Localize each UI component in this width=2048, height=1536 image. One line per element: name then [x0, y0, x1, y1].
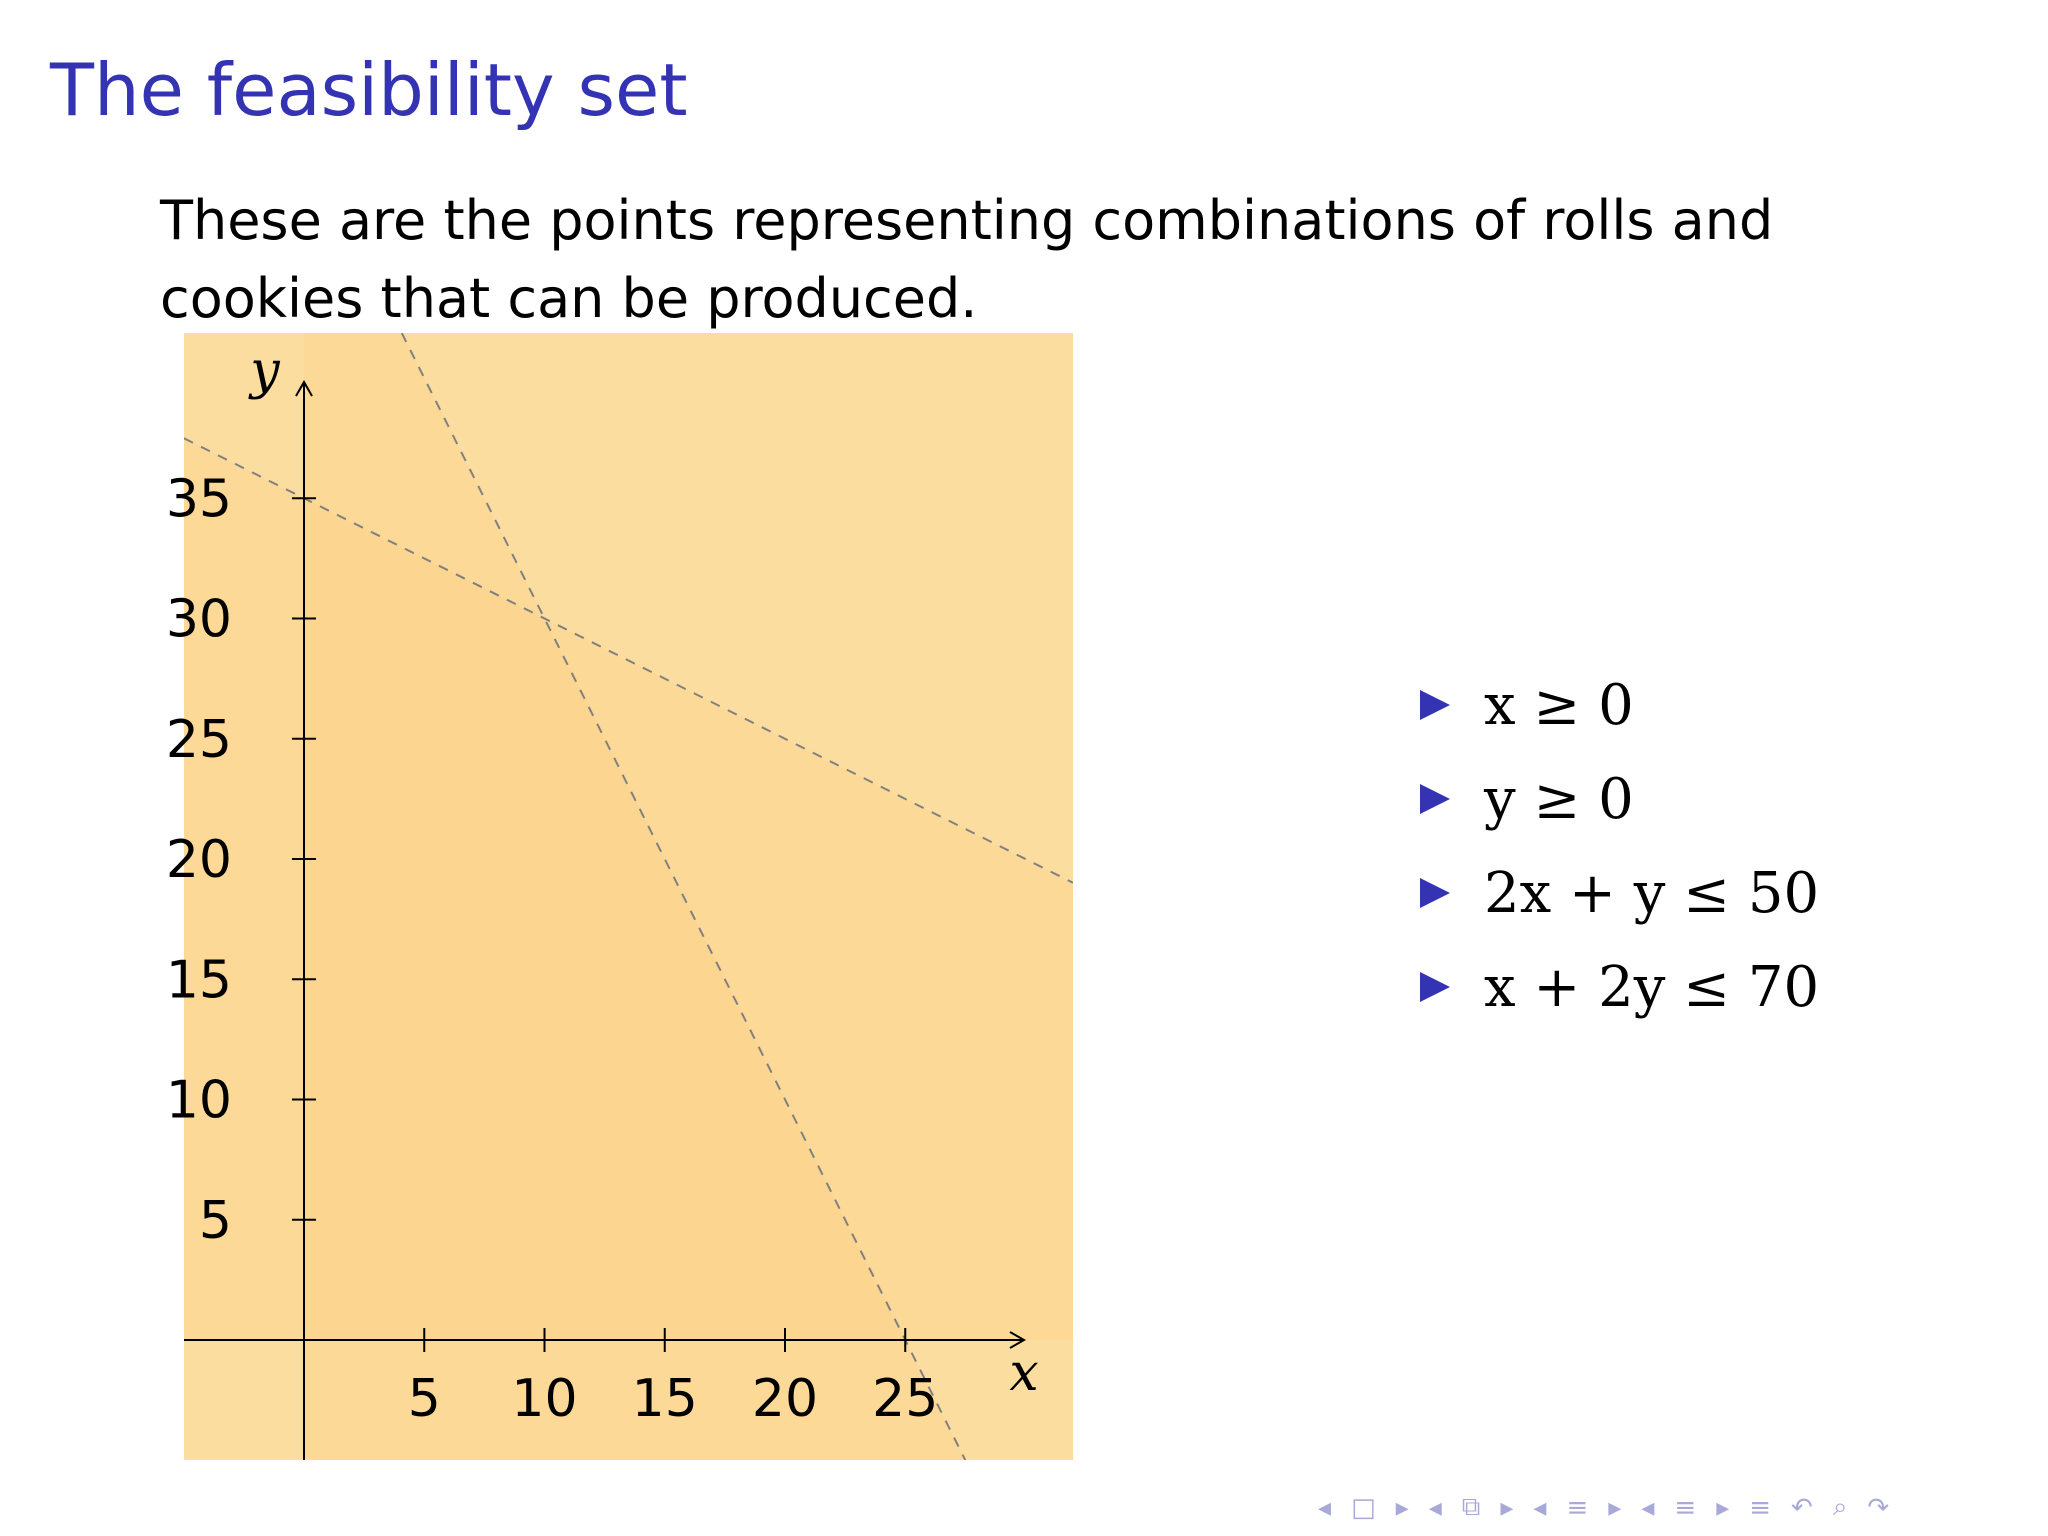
nav-next-frame-icon[interactable]: ▸ — [1395, 1492, 1409, 1523]
plot-background — [184, 333, 1073, 1460]
nav-prev-frame-icon[interactable]: ◂ — [1318, 1492, 1332, 1523]
y-tick-label: 35 — [166, 469, 232, 529]
y-tick-label: 20 — [166, 830, 232, 890]
nav-next-subsection-icon[interactable]: ▸ — [1608, 1492, 1622, 1523]
region-x-nonneg — [304, 333, 1073, 1460]
y-axis-arrow — [295, 379, 313, 397]
constraint-text: x ≥ 0 — [1484, 672, 1634, 738]
y-tick-label: 15 — [166, 950, 232, 1010]
y-tick-label: 25 — [166, 710, 232, 770]
bullet-triangle-icon — [1420, 972, 1450, 1002]
intro-text: These are the points representing combin… — [160, 189, 1774, 330]
constraint-text: 2x + y ≤ 50 — [1484, 860, 1820, 926]
constraint-text: x + 2y ≤ 70 — [1484, 954, 1820, 1020]
nav-subsection-icon[interactable]: ≡ — [1566, 1492, 1589, 1523]
nav-next-section-icon[interactable]: ▸ — [1716, 1492, 1730, 1523]
x-tick-label: 20 — [752, 1369, 818, 1429]
bullet-triangle-icon — [1420, 878, 1450, 908]
constraint-item: 2x + y ≤ 50 — [1420, 846, 1819, 940]
region-y-nonneg — [184, 333, 1073, 1340]
y-tick-label: 30 — [166, 590, 232, 650]
nav-prev-subsection-icon[interactable]: ◂ — [1533, 1492, 1547, 1523]
x-tick-label: 25 — [872, 1369, 938, 1429]
x-tick-label: 15 — [632, 1369, 698, 1429]
region-constraint-x-plus-2y — [184, 438, 1073, 1460]
region-constraint-2x-plus-y — [184, 333, 966, 1460]
nav-section-icon[interactable]: ≡ — [1674, 1492, 1697, 1523]
nav-back-icon[interactable]: ↶ — [1791, 1492, 1813, 1523]
nav-slide-icon[interactable]: ⧉ — [1461, 1492, 1481, 1522]
constraint-item: x ≥ 0 — [1420, 658, 1819, 752]
y-tick-label: 10 — [166, 1071, 232, 1131]
x-tick-label: 10 — [511, 1369, 577, 1429]
line-x-plus-2y-70 — [184, 437, 1073, 884]
beamer-navigation: ◂ □ ▸ ◂ ⧉ ▸ ◂ ≡ ▸ ◂ ≡ ▸ ≡ ↶ ⌕ ↷ — [1318, 1492, 1889, 1523]
nav-prev-section-icon[interactable]: ◂ — [1641, 1492, 1655, 1523]
slide-title: The feasibility set — [50, 48, 688, 132]
nav-align-icon[interactable]: ≡ — [1749, 1492, 1772, 1523]
nav-forward-icon[interactable]: ↷ — [1867, 1492, 1890, 1523]
nav-next-slide-icon[interactable]: ▸ — [1500, 1492, 1514, 1523]
constraint-list: x ≥ 0 y ≥ 0 2x + y ≤ 50 x + 2y ≤ 70 — [1420, 658, 1819, 1034]
nav-prev-slide-icon[interactable]: ◂ — [1428, 1492, 1442, 1523]
constraint-item: y ≥ 0 — [1420, 752, 1819, 846]
nav-search-icon[interactable]: ⌕ — [1832, 1492, 1848, 1522]
line-2x-plus-y-50 — [400, 333, 967, 1460]
nav-frame-icon[interactable]: □ — [1351, 1492, 1376, 1523]
constraint-text: y ≥ 0 — [1484, 766, 1634, 832]
x-axis-label: x — [1009, 1343, 1038, 1403]
x-axis-arrow — [1009, 1331, 1027, 1349]
y-axis-label: y — [248, 341, 280, 401]
x-tick-label: 5 — [408, 1369, 441, 1429]
constraint-item: x + 2y ≤ 70 — [1420, 940, 1819, 1034]
y-tick-label: 5 — [199, 1191, 232, 1251]
bullet-triangle-icon — [1420, 690, 1450, 720]
bullet-triangle-icon — [1420, 784, 1450, 814]
